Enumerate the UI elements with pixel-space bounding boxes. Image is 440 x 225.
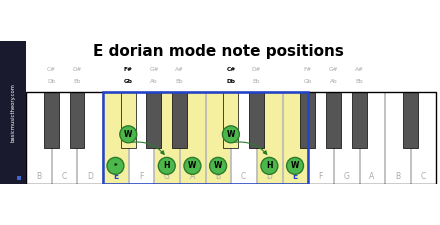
Circle shape xyxy=(223,126,239,143)
Bar xyxy=(257,92,282,184)
Text: F#: F# xyxy=(124,67,133,72)
Text: W: W xyxy=(188,161,197,170)
Bar xyxy=(51,185,77,189)
Text: Gb: Gb xyxy=(124,79,133,83)
Bar xyxy=(70,92,84,148)
Bar xyxy=(172,92,187,148)
Circle shape xyxy=(107,158,124,174)
Text: W: W xyxy=(291,161,299,170)
Bar xyxy=(0,41,26,184)
Bar xyxy=(77,92,102,184)
Text: C: C xyxy=(241,172,246,181)
Bar xyxy=(403,92,418,148)
Text: Db: Db xyxy=(47,79,55,83)
Bar xyxy=(249,92,264,148)
Text: B: B xyxy=(36,172,41,181)
Text: A#: A# xyxy=(355,67,363,72)
Text: W: W xyxy=(214,161,222,170)
Text: F: F xyxy=(319,172,323,181)
Bar xyxy=(129,92,154,184)
Text: C: C xyxy=(62,172,67,181)
Text: C: C xyxy=(421,172,426,181)
Text: F: F xyxy=(139,172,143,181)
Bar xyxy=(231,92,256,184)
Text: *: * xyxy=(114,163,117,169)
Text: Bb: Bb xyxy=(356,79,363,83)
Text: A: A xyxy=(190,172,195,181)
Text: E: E xyxy=(293,172,298,181)
Bar xyxy=(359,92,384,184)
Bar xyxy=(180,92,205,184)
Circle shape xyxy=(261,158,278,174)
Bar xyxy=(103,92,128,184)
Circle shape xyxy=(158,158,175,174)
Text: E dorian mode note positions: E dorian mode note positions xyxy=(93,44,344,58)
Text: W: W xyxy=(227,130,235,139)
Text: G#: G# xyxy=(329,67,338,72)
Text: C#: C# xyxy=(226,67,235,72)
Text: D#: D# xyxy=(252,67,261,72)
Bar xyxy=(147,92,161,148)
Text: E: E xyxy=(113,172,118,181)
Bar xyxy=(154,92,179,184)
Text: Eb: Eb xyxy=(73,79,81,83)
Bar xyxy=(301,92,315,148)
Bar xyxy=(352,92,367,148)
Text: W: W xyxy=(124,130,132,139)
Circle shape xyxy=(120,126,137,143)
Text: G: G xyxy=(343,172,349,181)
Text: Gb: Gb xyxy=(304,79,312,83)
Bar xyxy=(206,92,231,184)
Bar xyxy=(224,92,238,148)
Bar xyxy=(52,92,77,184)
Text: H: H xyxy=(266,161,273,170)
Text: Ab: Ab xyxy=(330,79,337,83)
Circle shape xyxy=(209,158,227,174)
Text: A#: A# xyxy=(175,67,184,72)
Text: D#: D# xyxy=(72,67,82,72)
Bar xyxy=(283,92,308,184)
Bar xyxy=(411,92,436,184)
Text: B: B xyxy=(395,172,400,181)
Text: F#: F# xyxy=(304,67,312,72)
Bar xyxy=(103,92,308,184)
Text: Eb: Eb xyxy=(253,79,260,83)
Bar xyxy=(326,92,341,148)
Bar xyxy=(121,92,136,148)
Bar xyxy=(26,92,51,184)
Text: Bb: Bb xyxy=(176,79,183,83)
Circle shape xyxy=(184,158,201,174)
Text: G: G xyxy=(164,172,170,181)
Text: A: A xyxy=(370,172,374,181)
Text: D: D xyxy=(267,172,272,181)
Text: C#: C# xyxy=(47,67,56,72)
Bar xyxy=(26,92,436,184)
Text: Ab: Ab xyxy=(150,79,158,83)
Bar xyxy=(334,92,359,184)
Bar xyxy=(44,92,59,148)
Text: D: D xyxy=(87,172,93,181)
Circle shape xyxy=(286,158,304,174)
Bar xyxy=(308,92,333,184)
Text: H: H xyxy=(164,161,170,170)
Text: basicmusictheory.com: basicmusictheory.com xyxy=(10,83,15,142)
Text: B: B xyxy=(216,172,220,181)
Text: G#: G# xyxy=(149,67,159,72)
Bar xyxy=(385,92,410,184)
Bar xyxy=(18,176,21,180)
Text: Db: Db xyxy=(227,79,235,83)
